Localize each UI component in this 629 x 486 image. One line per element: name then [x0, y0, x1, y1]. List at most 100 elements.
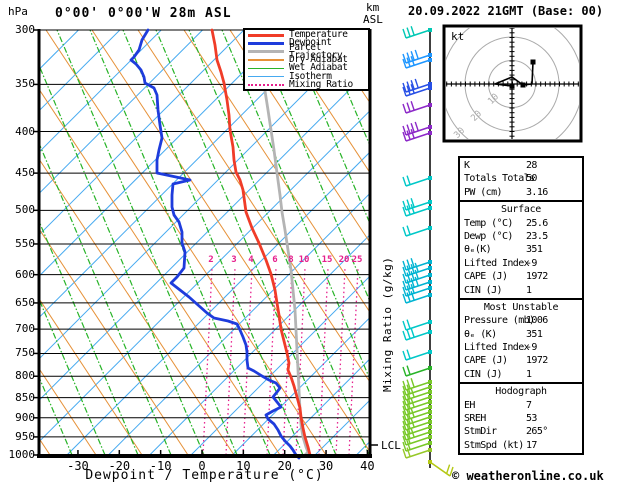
- info-row-value: 28: [526, 160, 537, 171]
- wind-barb-feather: [402, 330, 407, 341]
- grid-layer: [39, 30, 370, 455]
- wind-barb-dot: [428, 53, 432, 57]
- pressure-tick-label: 600: [15, 267, 35, 281]
- legend-item-label: Isotherm: [289, 70, 332, 82]
- wind-barb-feather: [410, 378, 415, 388]
- wind-barb: [402, 384, 432, 396]
- legend-line-sample: [248, 59, 284, 61]
- wind-barb-feather: [449, 466, 454, 477]
- wind-barb-feather: [402, 390, 407, 401]
- info-row-value: 50: [526, 173, 537, 185]
- legend-line-sample: [248, 50, 284, 54]
- wind-barb-feather: [406, 85, 411, 95]
- wind-barb-feather: [402, 206, 407, 217]
- wind-barb: [402, 328, 432, 341]
- legend-item: Mixing Ratio: [248, 80, 368, 89]
- wind-barb-dot: [428, 226, 432, 230]
- wind-barb-dot: [428, 350, 432, 354]
- wind-barb-dot: [428, 395, 432, 399]
- pressure-tick-label: 950: [15, 429, 35, 443]
- info-row: θₑ (K) 351: [460, 328, 582, 341]
- isotherm-line: [39, 30, 286, 277]
- wind-barb-feather: [410, 284, 415, 294]
- hodograph-trace-dot: [530, 59, 536, 65]
- info-section-header: Hodograph: [495, 386, 547, 398]
- wet-adiabat-line: [39, 63, 205, 455]
- wind-barb: [402, 434, 432, 446]
- wind-barb: [402, 378, 432, 391]
- wind-barb-feather: [406, 429, 411, 439]
- wind-barb-feather: [402, 410, 407, 421]
- wind-barb-dot: [428, 320, 432, 324]
- info-row-value: 1972: [526, 355, 548, 367]
- info-row: Totals Totals 50: [460, 172, 582, 185]
- isotherm-line: [39, 109, 370, 443]
- dry-adiabat-line: [39, 88, 281, 455]
- wind-barb-dot: [428, 460, 432, 464]
- wind-barb-feather: [406, 205, 411, 215]
- info-row-label: SREH: [464, 413, 486, 425]
- pressure-tick-label: 700: [15, 321, 35, 335]
- wind-barb-feather: [414, 49, 419, 60]
- lcl-label: LCL: [381, 439, 401, 452]
- x-axis-title: Dewpoint / Temperature (°C): [85, 468, 324, 483]
- info-row: CAPE (J) 1972: [460, 354, 582, 367]
- legend-line-sample: [248, 41, 284, 45]
- info-row: K 28: [460, 159, 582, 172]
- wind-barb-feather: [406, 379, 411, 389]
- wind-barb-feather: [410, 129, 415, 139]
- mixing-ratio-label: 20: [338, 255, 350, 265]
- wind-barb-dot: [428, 390, 432, 394]
- legend-item: Parcel Trajectory: [248, 43, 368, 60]
- wind-barb-feather: [402, 176, 407, 187]
- info-row-label: Lifted Index: [464, 342, 530, 354]
- wind-barb-dot: [428, 415, 432, 419]
- isotherm-line: [39, 30, 203, 195]
- wind-barb-feather: [402, 320, 407, 331]
- info-row-label: Totals Totals: [464, 173, 535, 185]
- wind-barb-feather: [402, 280, 407, 291]
- info-row: CIN (J) 1: [460, 284, 582, 297]
- temp-tick-label: -10: [149, 459, 172, 473]
- wind-barb-dot: [428, 82, 432, 86]
- wind-barb-feather: [410, 101, 415, 111]
- info-row: PW (cm) 3.16: [460, 186, 582, 199]
- wind-barb-feather: [402, 405, 407, 416]
- wind-barb-feather: [402, 350, 407, 361]
- legend-item-label: Wet Adiabat: [289, 62, 348, 74]
- info-row-label: StmDir: [464, 426, 497, 438]
- info-row-label: K: [464, 160, 470, 171]
- wind-barb-feather: [406, 279, 411, 289]
- wind-barb-dot: [428, 176, 432, 180]
- info-row-value: 351: [526, 328, 543, 340]
- wind-barb-feather: [402, 395, 407, 406]
- wind-barb-dot: [428, 425, 432, 429]
- dry-adiabat-line: [45, 30, 327, 455]
- dry-adiabat-line: [39, 367, 97, 455]
- mixing-ratio-label: 2: [208, 255, 214, 265]
- wind-barb-feather: [410, 428, 415, 438]
- wind-barb-shaft: [405, 126, 431, 136]
- info-panel: K 28 Totals Totals 50 PW (cm) 3.16 Surface Temp…: [458, 156, 584, 456]
- wind-barb-column: [402, 26, 454, 477]
- pressure-tick-label: 750: [15, 346, 35, 360]
- wet-adiabat-line: [221, 30, 370, 381]
- wind-barb-feather: [406, 424, 411, 434]
- temp-tick-label: 40: [360, 459, 375, 473]
- wind-barb-feather: [402, 103, 407, 114]
- info-row-value: 25.6: [526, 217, 548, 229]
- wind-barb-feather: [406, 365, 411, 375]
- wind-barb-feather: [406, 52, 411, 62]
- wind-barb-feather: [402, 435, 407, 446]
- mixing-ratio-label: 4: [248, 255, 254, 265]
- wet-adiabat-line: [155, 30, 337, 455]
- wind-barb-feather: [414, 121, 419, 132]
- wind-barb-feather: [406, 434, 411, 444]
- legend-line-sample: [248, 33, 284, 37]
- wind-barb-feather: [402, 286, 407, 297]
- wind-barb-feather: [406, 199, 411, 209]
- temp-tick-label: 20: [277, 459, 292, 473]
- legend-line-sample: [248, 75, 284, 78]
- hodograph-trace: [494, 61, 534, 87]
